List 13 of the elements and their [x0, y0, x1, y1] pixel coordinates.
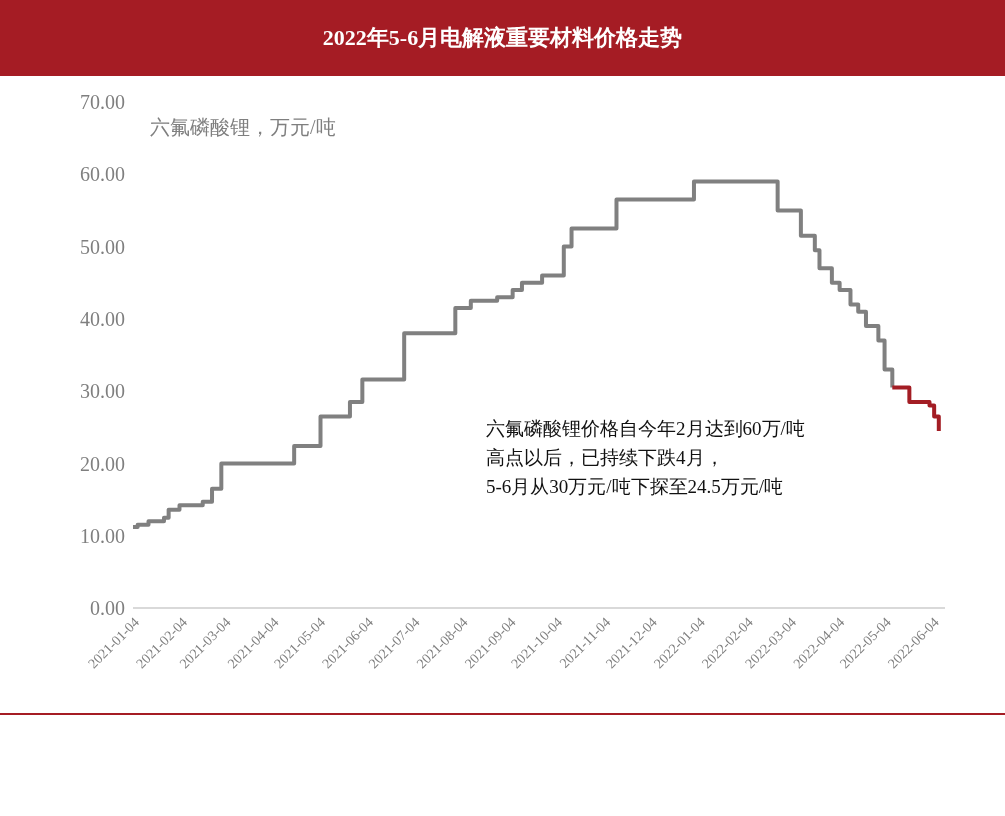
y-tick-label: 40.00	[80, 307, 125, 330]
annotation: 5-6月从30万元/吨下探至24.5万元/吨	[486, 475, 784, 499]
y-tick-label: 70.00	[80, 91, 125, 114]
y-tick-label: 10.00	[80, 524, 125, 547]
y-axis-title: 六氟磷酸锂，万元/吨	[150, 115, 336, 140]
annotation: 高点以后，已持续下跌4月，	[486, 446, 724, 470]
y-tick-label: 20.00	[80, 452, 125, 475]
annotation: 六氟磷酸锂价格自今年2月达到60万/吨	[486, 417, 805, 441]
chart-title: 2022年5-6月电解液重要材料价格走势	[0, 0, 1005, 76]
y-tick-label: 30.00	[80, 380, 125, 403]
y-tick-label: 0.00	[90, 597, 125, 620]
y-tick-label: 60.00	[80, 163, 125, 186]
y-tick-label: 50.00	[80, 235, 125, 258]
